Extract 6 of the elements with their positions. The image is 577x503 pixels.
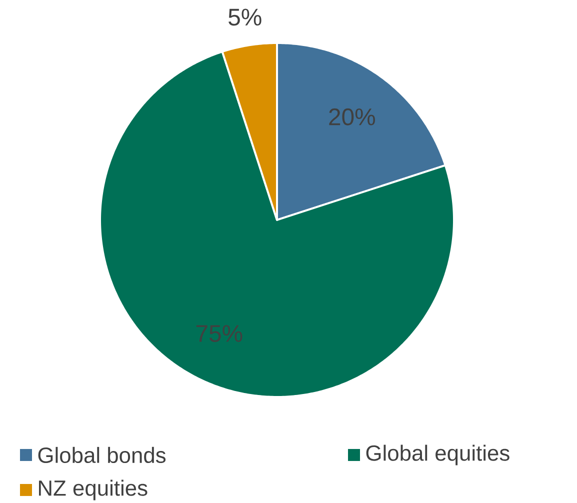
legend-label: Global bonds xyxy=(38,446,166,464)
data-label: 20% xyxy=(329,108,375,126)
data-label: 75% xyxy=(196,325,242,342)
legend-label: NZ equities xyxy=(39,480,148,500)
legend-label: Global equities xyxy=(366,444,510,466)
data-label: 5% xyxy=(228,8,262,26)
